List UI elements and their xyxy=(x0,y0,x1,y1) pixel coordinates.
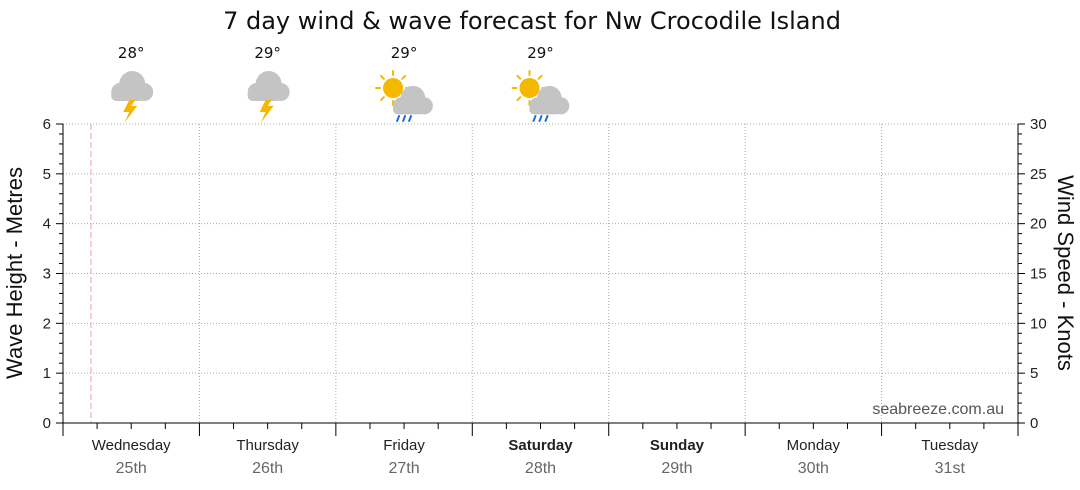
rain-drop xyxy=(538,115,543,122)
watermark: seabreeze.com.au xyxy=(872,401,1004,418)
axes xyxy=(56,123,1025,436)
axis-labels: 0 1 2 3 4 5 6 0 5 10 15 20 25 30 Wednesday 25th Thursday… xyxy=(43,44,1047,477)
left-tick-label: 2 xyxy=(43,315,51,332)
left-tick-label: 6 xyxy=(43,116,51,133)
right-tick-label: 10 xyxy=(1030,315,1047,332)
right-tick-label: 0 xyxy=(1030,415,1038,432)
date-label: 30th xyxy=(798,460,829,477)
left-axis-title: Wave Height - Metres xyxy=(2,167,27,379)
temperature-label: 29° xyxy=(254,44,281,62)
rain-drop xyxy=(408,115,413,122)
weather-icons xyxy=(111,70,570,123)
rain-drop xyxy=(532,115,537,122)
date-label: 29th xyxy=(661,460,692,477)
left-tick-label: 4 xyxy=(43,216,51,233)
sun-ray xyxy=(537,74,543,80)
day-label: Wednesday xyxy=(92,437,171,454)
cloud-base xyxy=(247,90,281,101)
sun-cloud-rain-icon xyxy=(375,70,433,122)
sun-ray xyxy=(401,74,407,80)
rain-drop xyxy=(544,115,549,122)
rain-drop xyxy=(396,115,401,122)
right-tick-label: 15 xyxy=(1030,266,1047,283)
cloud-base xyxy=(111,90,145,101)
day-label: Sunday xyxy=(650,437,705,454)
sun-disc xyxy=(519,78,540,98)
lightning-bolt xyxy=(259,100,274,123)
sun-ray xyxy=(516,96,522,102)
day-label: Friday xyxy=(383,437,425,454)
cloud-base xyxy=(392,103,425,115)
right-tick-label: 30 xyxy=(1030,116,1047,133)
temperature-label: 29° xyxy=(527,44,554,62)
rain-drop xyxy=(402,115,407,122)
date-label: 31st xyxy=(935,460,966,477)
storm-cloud-icon xyxy=(111,71,154,123)
sun-disc xyxy=(383,78,404,98)
sun-ray xyxy=(516,74,522,80)
left-tick-label: 5 xyxy=(43,166,51,183)
date-label: 25th xyxy=(116,460,147,477)
date-label: 27th xyxy=(389,460,420,477)
lightning-bolt xyxy=(123,100,138,123)
storm-cloud-icon xyxy=(247,71,290,123)
day-label: Monday xyxy=(787,437,841,454)
day-label: Tuesday xyxy=(921,437,978,454)
cloud-base xyxy=(529,103,561,115)
temperature-label: 29° xyxy=(391,44,418,62)
sun-ray xyxy=(380,96,385,102)
right-axis-title: Wind Speed - Knots xyxy=(1053,175,1078,371)
date-label: 28th xyxy=(525,460,556,477)
right-tick-label: 5 xyxy=(1030,365,1038,382)
grid xyxy=(63,123,1018,423)
right-tick-label: 20 xyxy=(1030,216,1047,233)
left-tick-label: 3 xyxy=(43,266,51,283)
right-tick-label: 25 xyxy=(1030,166,1047,183)
left-tick-label: 1 xyxy=(43,365,51,382)
sun-ray xyxy=(380,74,385,80)
left-tick-label: 0 xyxy=(43,415,51,432)
temperature-label: 28° xyxy=(118,44,145,62)
day-label: Saturday xyxy=(508,437,573,454)
chart-title: 7 day wind & wave forecast for Nw Crocod… xyxy=(223,7,841,35)
date-label: 26th xyxy=(252,460,283,477)
day-label: Thursday xyxy=(236,437,299,454)
sun-cloud-rain-icon xyxy=(511,70,570,122)
